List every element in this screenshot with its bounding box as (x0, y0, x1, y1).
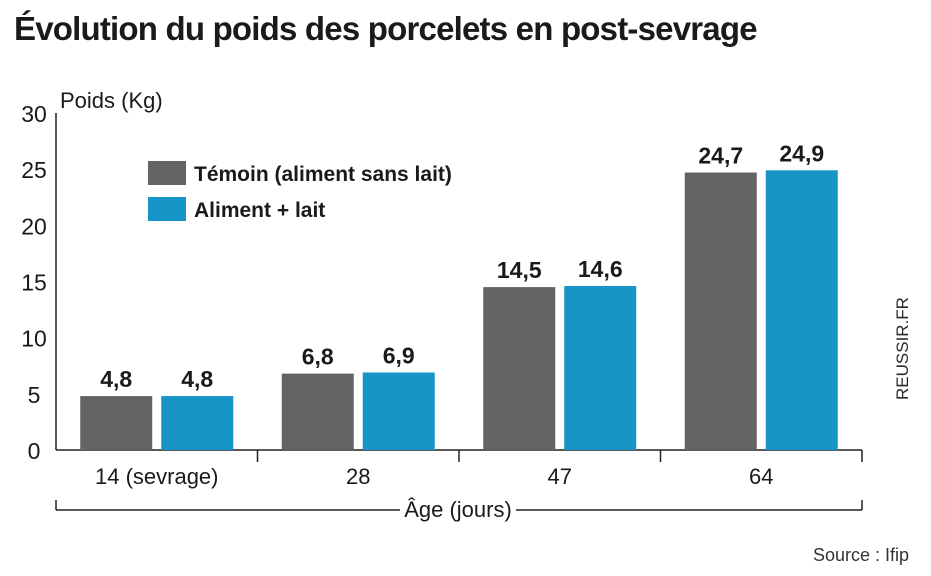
chart-title: Évolution du poids des porcelets en post… (14, 10, 758, 47)
bar-lait (564, 285, 637, 450)
x-category-label: 64 (749, 464, 773, 489)
publisher-mark: REUSSIR.FR (893, 297, 912, 400)
bar-temoin (684, 172, 757, 450)
bar-value-label: 14,6 (578, 256, 623, 282)
legend-label: Aliment + lait (194, 199, 325, 222)
bar-value-label: 14,5 (497, 257, 542, 283)
source-note: Source : Ifip (812, 545, 909, 565)
bar-lait (765, 170, 838, 451)
bar-value-label: 4,8 (100, 366, 132, 392)
bar-temoin (281, 373, 354, 450)
bar-lait (362, 372, 435, 450)
bar-value-label: 24,9 (779, 140, 824, 166)
bar-value-label: 6,9 (383, 342, 415, 368)
y-tick-label: 25 (21, 157, 47, 183)
bar-value-label: 24,7 (698, 143, 743, 169)
legend-swatch-lait (148, 197, 186, 221)
legend-swatch-temoin (148, 161, 186, 185)
bar-value-label: 6,8 (302, 344, 334, 370)
legend-label: Témoin (aliment sans lait) (194, 163, 452, 186)
y-tick-label: 0 (28, 438, 41, 464)
x-category-label: 28 (346, 464, 370, 489)
x-category-label: 47 (548, 464, 572, 489)
bar-value-label: 4,8 (181, 366, 213, 392)
y-tick-label: 15 (21, 270, 47, 296)
x-axis-title: Âge (jours) (404, 497, 512, 522)
y-axis-title: Poids (Kg) (60, 88, 163, 113)
bar-lait (161, 396, 234, 450)
y-tick-label: 20 (21, 213, 47, 239)
y-tick-label: 30 (21, 101, 47, 127)
y-tick-label: 10 (21, 326, 47, 352)
x-category-label: 14 (sevrage) (95, 464, 219, 489)
bar-temoin (483, 287, 556, 450)
y-tick-label: 5 (28, 382, 41, 408)
bar-temoin (80, 396, 153, 450)
